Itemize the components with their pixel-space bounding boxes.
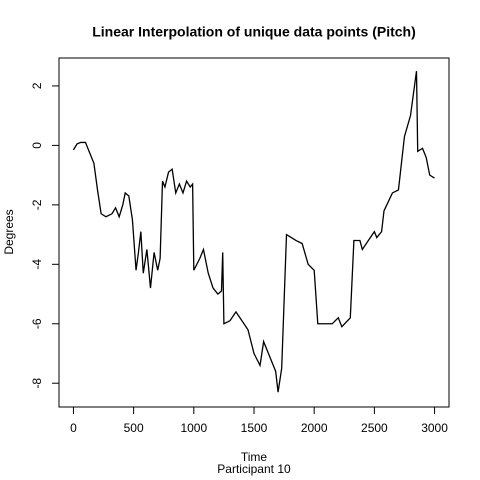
- x-tick-label: 2500: [361, 421, 388, 435]
- chart-title: Linear Interpolation of unique data poin…: [92, 24, 416, 40]
- y-tick-label: 2: [30, 82, 44, 89]
- y-tick-label: -2: [30, 199, 44, 210]
- x-tick-label: 0: [70, 421, 77, 435]
- data-line: [72, 70, 435, 393]
- y-tick-label: 0: [30, 142, 44, 149]
- subtitle: Participant 10: [217, 462, 291, 476]
- x-tick-label: 2000: [301, 421, 328, 435]
- y-tick-label: -6: [30, 318, 44, 329]
- x-tick-label: 1000: [180, 421, 207, 435]
- y-axis-label: Degrees: [2, 209, 16, 254]
- x-tick-label: 3000: [421, 421, 448, 435]
- x-tick-label: 500: [124, 421, 144, 435]
- y-tick-label: -8: [30, 378, 44, 389]
- x-tick-label: 1500: [241, 421, 268, 435]
- x-axis-label: Time: [241, 450, 268, 464]
- y-tick-label: -4: [30, 259, 44, 270]
